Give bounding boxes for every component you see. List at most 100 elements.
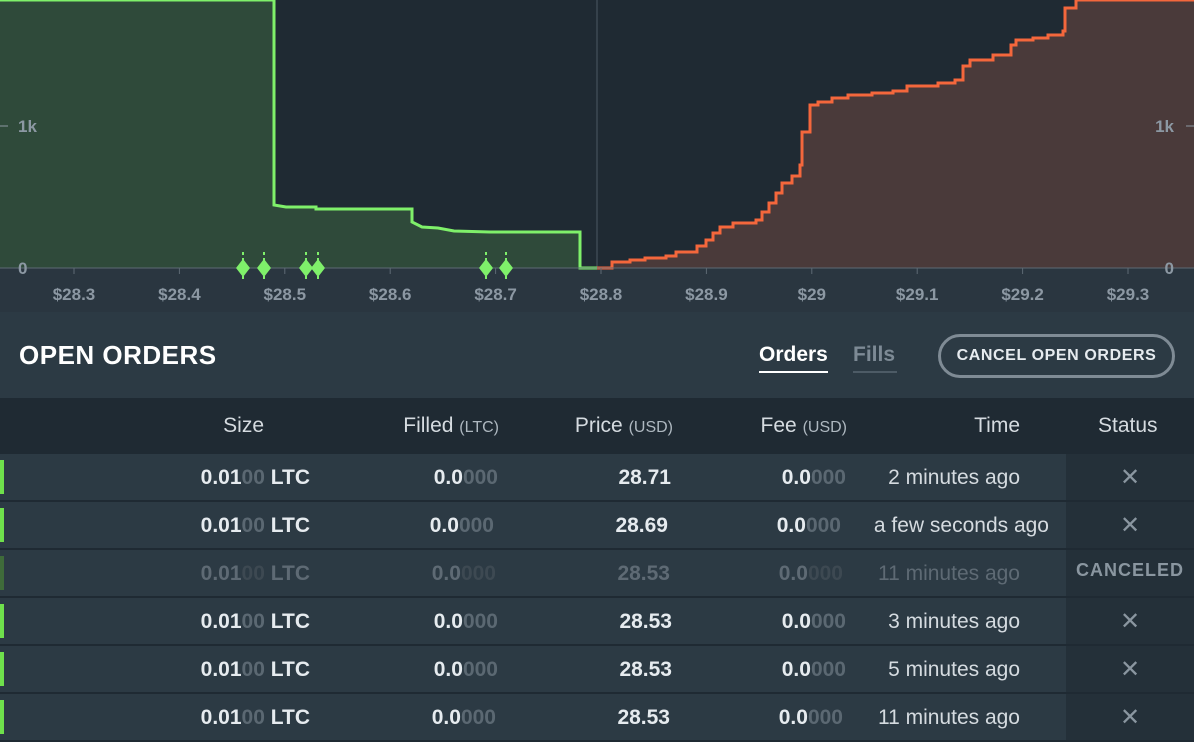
diamond-icon[interactable] bbox=[479, 259, 493, 277]
close-icon[interactable]: ✕ bbox=[1119, 607, 1141, 635]
size-value: 0.01 bbox=[200, 562, 242, 585]
size-padding: 00 bbox=[241, 514, 265, 537]
x-tick-label: $28.8 bbox=[580, 285, 623, 304]
diamond-icon[interactable] bbox=[299, 259, 313, 277]
close-icon[interactable]: ✕ bbox=[1119, 463, 1141, 491]
cancel-open-orders-button[interactable]: CANCEL OPEN ORDERS bbox=[938, 334, 1175, 378]
size-padding: 00 bbox=[241, 466, 265, 489]
orders-panel-header: OPEN ORDERS Orders Fills CANCEL OPEN ORD… bbox=[0, 312, 1194, 398]
fee-padding: 000 bbox=[807, 562, 843, 585]
cell-status: ✕ bbox=[1066, 502, 1194, 548]
diamond-icon[interactable] bbox=[311, 259, 325, 277]
column-header-fee: Fee (USD) bbox=[761, 414, 847, 438]
cell-filled: 0.0000 bbox=[432, 562, 496, 586]
diamond-icon[interactable] bbox=[236, 259, 250, 277]
bid-depth bbox=[0, 0, 597, 270]
orders-table-body: 0.0100 LTC 0.0000 28.71 0.0000 2 minutes… bbox=[0, 454, 1194, 742]
cell-filled: 0.0000 bbox=[434, 658, 498, 682]
cell-time: a few seconds ago bbox=[873, 514, 1049, 537]
close-icon[interactable]: ✕ bbox=[1119, 703, 1141, 731]
size-padding: 00 bbox=[241, 706, 265, 729]
ask-line bbox=[597, 0, 1194, 270]
row-side-indicator bbox=[0, 460, 4, 494]
fee-value: 0.0 bbox=[781, 658, 811, 681]
cell-size: 0.0100 LTC bbox=[201, 658, 310, 682]
cell-fee: 0.0000 bbox=[782, 658, 846, 682]
fee-value: 0.0 bbox=[781, 466, 811, 489]
cell-time: 5 minutes ago bbox=[888, 658, 1020, 681]
filled-value: 0.0 bbox=[433, 610, 463, 633]
size-value: 0.01 bbox=[200, 514, 242, 537]
x-tick-label: $28.6 bbox=[369, 285, 412, 304]
column-label: Price bbox=[574, 414, 623, 437]
row-side-indicator bbox=[0, 652, 4, 686]
column-label: Time bbox=[974, 414, 1020, 437]
row-side-indicator bbox=[0, 508, 4, 542]
cell-fee: 0.0000 bbox=[777, 514, 841, 538]
fee-padding: 000 bbox=[810, 658, 846, 681]
size-unit: LTC bbox=[270, 706, 310, 729]
filled-value: 0.0 bbox=[433, 658, 463, 681]
size-unit: LTC bbox=[270, 514, 310, 537]
filled-value: 0.0 bbox=[431, 706, 461, 729]
cell-size: 0.0100 LTC bbox=[201, 466, 310, 490]
x-tick-label: $28.3 bbox=[53, 285, 96, 304]
cell-time: 11 minutes ago bbox=[877, 562, 1020, 585]
size-padding: 00 bbox=[241, 610, 265, 633]
cell-size: 0.0100 LTC bbox=[201, 706, 310, 730]
cell-status: ✕ bbox=[1066, 598, 1194, 644]
x-tick-label: $28.5 bbox=[264, 285, 307, 304]
cell-filled: 0.0000 bbox=[434, 466, 498, 490]
cell-price: 28.53 bbox=[617, 562, 670, 585]
fee-value: 0.0 bbox=[778, 562, 808, 585]
filled-value: 0.0 bbox=[433, 466, 463, 489]
y-label-1k-left: 1k bbox=[18, 117, 37, 136]
cell-fee: 0.0000 bbox=[782, 466, 846, 490]
x-tick-label: $29 bbox=[798, 285, 826, 304]
x-axis-band bbox=[0, 268, 1194, 312]
column-unit: (USD) bbox=[802, 419, 847, 436]
row-side-indicator bbox=[0, 604, 4, 638]
cell-time: 3 minutes ago bbox=[888, 610, 1020, 633]
diamond-icon[interactable] bbox=[257, 259, 271, 277]
cell-price: 28.53 bbox=[617, 706, 670, 729]
close-icon[interactable]: ✕ bbox=[1119, 511, 1141, 539]
column-label: Size bbox=[223, 414, 264, 437]
table-header: Size Filled (LTC) Price (USD) Fee (USD) … bbox=[0, 398, 1194, 450]
size-padding: 00 bbox=[241, 562, 265, 585]
cell-filled: 0.0000 bbox=[430, 514, 494, 538]
tab-fills[interactable]: Fills bbox=[853, 343, 897, 373]
column-label: Status bbox=[1098, 414, 1158, 437]
cell-status: ✕ bbox=[1066, 646, 1194, 692]
size-padding: 00 bbox=[241, 658, 265, 681]
tab-orders[interactable]: Orders bbox=[759, 343, 828, 373]
fee-padding: 000 bbox=[810, 466, 846, 489]
diamond-icon[interactable] bbox=[499, 259, 513, 277]
cell-price: 28.53 bbox=[619, 610, 672, 633]
cell-size: 0.0100 LTC bbox=[201, 562, 310, 586]
x-tick-label: $28.4 bbox=[158, 285, 201, 304]
fee-padding: 000 bbox=[810, 610, 846, 633]
cell-size: 0.0100 LTC bbox=[201, 514, 310, 538]
row-side-indicator bbox=[0, 556, 4, 590]
table-row: 0.0100 LTC 0.0000 28.69 0.0000 a few sec… bbox=[0, 502, 1194, 548]
depth-chart-svg: 1k 0 1k 0 $28.3 $28.4 $28.5 $28.6 $28.7 $28.8… bbox=[0, 0, 1194, 312]
table-row: 0.0100 LTC 0.0000 28.53 0.0000 5 minutes… bbox=[0, 646, 1194, 692]
size-value: 0.01 bbox=[200, 610, 242, 633]
column-header-status: Status bbox=[1098, 414, 1158, 438]
size-value: 0.01 bbox=[200, 706, 242, 729]
cell-price: 28.69 bbox=[615, 514, 668, 537]
x-tick-label: $28.9 bbox=[685, 285, 728, 304]
ask-area bbox=[597, 0, 1194, 268]
bid-area bbox=[0, 0, 597, 268]
cell-time: 2 minutes ago bbox=[888, 466, 1020, 489]
column-unit: (LTC) bbox=[459, 419, 499, 436]
close-icon[interactable]: ✕ bbox=[1119, 655, 1141, 683]
cell-filled: 0.0000 bbox=[432, 706, 496, 730]
column-label: Fee bbox=[760, 414, 797, 437]
y-axis: 1k 0 1k 0 bbox=[0, 117, 1194, 278]
filled-padding: 000 bbox=[462, 466, 498, 489]
row-side-indicator bbox=[0, 700, 4, 734]
y-label-0-right: 0 bbox=[1165, 259, 1174, 278]
filled-padding: 000 bbox=[460, 562, 496, 585]
